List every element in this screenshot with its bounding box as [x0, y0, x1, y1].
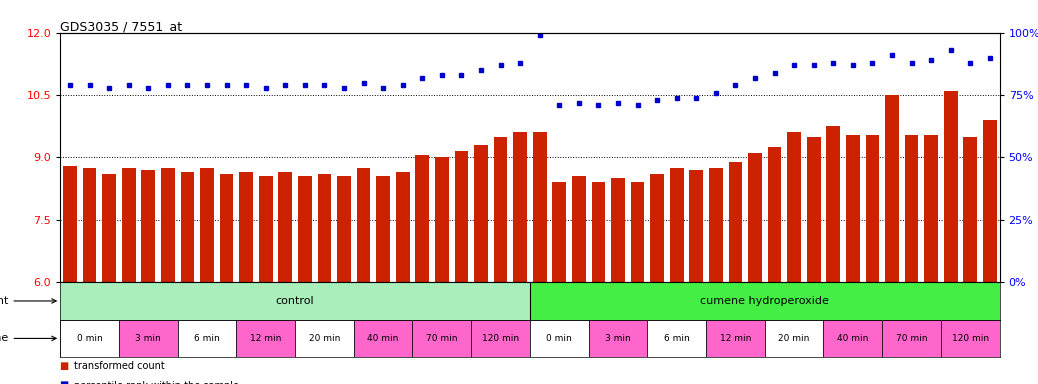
Bar	[826, 126, 840, 282]
Bar	[103, 174, 116, 282]
Bar	[589, 319, 648, 357]
Bar	[572, 176, 585, 282]
Text: agent: agent	[0, 296, 56, 306]
Bar	[415, 156, 429, 282]
Text: time: time	[0, 333, 56, 343]
Bar	[161, 168, 174, 282]
Bar	[395, 172, 410, 282]
Bar	[258, 176, 273, 282]
Bar	[611, 178, 625, 282]
Text: 0 min: 0 min	[77, 334, 103, 343]
Text: 40 min: 40 min	[367, 334, 399, 343]
Bar	[529, 282, 1000, 319]
Bar	[905, 134, 919, 282]
Bar	[237, 319, 295, 357]
Bar	[846, 134, 859, 282]
Bar	[318, 174, 331, 282]
Bar	[882, 319, 940, 357]
Bar	[63, 166, 77, 282]
Bar	[532, 132, 547, 282]
Bar	[944, 91, 957, 282]
Bar	[83, 168, 97, 282]
Bar	[376, 176, 390, 282]
Bar	[592, 182, 605, 282]
Bar	[181, 172, 194, 282]
Bar	[768, 147, 782, 282]
Bar	[513, 132, 527, 282]
Text: 6 min: 6 min	[664, 334, 689, 343]
Bar	[552, 182, 566, 282]
Text: 12 min: 12 min	[250, 334, 281, 343]
Bar	[807, 137, 820, 282]
Bar	[278, 172, 292, 282]
Bar	[435, 157, 448, 282]
Text: 40 min: 40 min	[837, 334, 869, 343]
Bar	[885, 95, 899, 282]
Bar	[748, 153, 762, 282]
Bar	[298, 176, 311, 282]
Bar	[337, 176, 351, 282]
Bar	[924, 134, 938, 282]
Text: 120 min: 120 min	[482, 334, 519, 343]
Bar	[529, 319, 589, 357]
Text: ■: ■	[60, 361, 73, 371]
Text: 12 min: 12 min	[719, 334, 752, 343]
Bar	[177, 319, 237, 357]
Text: percentile rank within the sample: percentile rank within the sample	[74, 381, 239, 384]
Bar	[765, 319, 823, 357]
Bar	[823, 319, 882, 357]
Bar	[983, 120, 996, 282]
Bar	[200, 168, 214, 282]
Bar	[706, 319, 765, 357]
Bar	[631, 182, 645, 282]
Text: 6 min: 6 min	[194, 334, 220, 343]
Text: control: control	[276, 296, 315, 306]
Bar	[494, 137, 508, 282]
Bar	[709, 168, 722, 282]
Bar	[357, 168, 371, 282]
Text: ■: ■	[60, 380, 73, 384]
Bar	[240, 172, 253, 282]
Bar	[866, 134, 879, 282]
Text: cumene hydroperoxide: cumene hydroperoxide	[701, 296, 829, 306]
Bar	[141, 170, 155, 282]
Bar	[729, 162, 742, 282]
Text: transformed count: transformed count	[74, 361, 164, 371]
Bar	[119, 319, 177, 357]
Bar	[220, 174, 234, 282]
Bar	[650, 174, 664, 282]
Text: 3 min: 3 min	[135, 334, 161, 343]
Bar	[60, 319, 119, 357]
Bar	[121, 168, 136, 282]
Text: 0 min: 0 min	[546, 334, 572, 343]
Text: 20 min: 20 min	[308, 334, 340, 343]
Bar	[670, 168, 684, 282]
Bar	[648, 319, 706, 357]
Bar	[295, 319, 354, 357]
Text: 20 min: 20 min	[778, 334, 810, 343]
Bar	[471, 319, 529, 357]
Bar	[354, 319, 412, 357]
Bar	[787, 132, 801, 282]
Text: 70 min: 70 min	[426, 334, 458, 343]
Bar	[940, 319, 1000, 357]
Bar	[963, 137, 977, 282]
Bar	[60, 282, 529, 319]
Text: 70 min: 70 min	[896, 334, 927, 343]
Bar	[474, 145, 488, 282]
Bar	[412, 319, 471, 357]
Bar	[455, 151, 468, 282]
Text: GDS3035 / 7551_at: GDS3035 / 7551_at	[60, 20, 183, 33]
Text: 120 min: 120 min	[952, 334, 989, 343]
Text: 3 min: 3 min	[605, 334, 631, 343]
Bar	[689, 170, 703, 282]
